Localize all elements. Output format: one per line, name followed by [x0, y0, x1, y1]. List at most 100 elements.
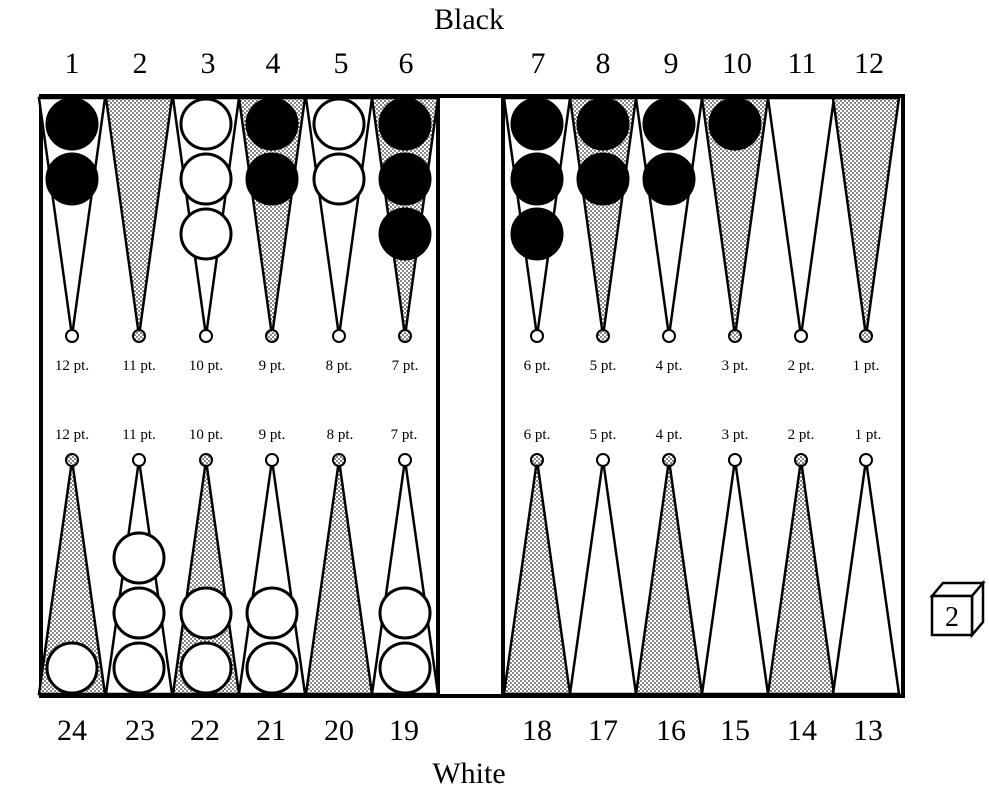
top-point-triangle[interactable]: [766, 96, 836, 337]
point-number-19: 19: [389, 714, 419, 747]
point-number-8: 8: [596, 47, 611, 80]
top-pip-label: 9 pt.: [259, 358, 286, 374]
bottom-point-tip: [728, 453, 742, 467]
top-pip-label: 8 pt.: [326, 358, 353, 374]
die-value: 2: [945, 602, 959, 633]
point-number-12: 12: [854, 47, 884, 80]
point-number-23: 23: [125, 714, 155, 747]
top-pip-label: 7 pt.: [392, 358, 419, 374]
top-point-tip: [859, 329, 873, 343]
bottom-point-tip: [662, 453, 676, 467]
point-number-3: 3: [201, 47, 216, 80]
bottom-pip-label: 2 pt.: [788, 427, 815, 443]
bottom-point-tip: [530, 453, 544, 467]
bottom-point-tip: [794, 453, 808, 467]
point-number-13: 13: [853, 714, 883, 747]
white-checker[interactable]: [378, 641, 432, 695]
white-checker[interactable]: [179, 152, 233, 206]
point-number-7: 7: [531, 47, 546, 80]
black-checker[interactable]: [45, 152, 99, 206]
point-number-4: 4: [266, 47, 281, 80]
top-pip-label: 11 pt.: [122, 358, 156, 374]
top-pip-label: 1 pt.: [853, 358, 880, 374]
black-checker[interactable]: [45, 97, 99, 151]
black-checker[interactable]: [576, 97, 630, 151]
point-number-15: 15: [720, 714, 750, 747]
black-checker[interactable]: [378, 207, 432, 261]
bottom-pip-label: 9 pt.: [259, 427, 286, 443]
top-pip-labels: 12 pt. 11 pt. 10 pt. 9 pt. 8 pt. 7 pt. 6…: [55, 358, 879, 374]
black-checker[interactable]: [708, 97, 762, 151]
top-pip-label: 12 pt.: [55, 358, 89, 374]
bottom-point-triangle[interactable]: [304, 459, 374, 696]
bottom-point-triangle[interactable]: [502, 459, 572, 696]
bottom-pip-label: 7 pt.: [391, 427, 418, 443]
bottom-point-triangle[interactable]: [700, 459, 770, 696]
bottom-player-label: White: [432, 757, 505, 790]
white-checker[interactable]: [45, 641, 99, 695]
black-checker[interactable]: [245, 97, 299, 151]
top-point-tip: [199, 329, 213, 343]
white-checker[interactable]: [312, 97, 366, 151]
white-checker[interactable]: [179, 97, 233, 151]
black-checker[interactable]: [510, 97, 564, 151]
bottom-point-triangle[interactable]: [568, 459, 638, 696]
white-checker[interactable]: [179, 207, 233, 261]
white-checker[interactable]: [179, 641, 233, 695]
white-checker[interactable]: [112, 586, 166, 640]
black-checker[interactable]: [576, 152, 630, 206]
top-point-triangle[interactable]: [104, 96, 174, 337]
bottom-pip-label: 3 pt.: [722, 427, 749, 443]
top-point-numbers: 1 2 3 4 5 6 7 8 9 10 11 12: [65, 47, 885, 80]
white-checker[interactable]: [312, 152, 366, 206]
black-checker[interactable]: [378, 152, 432, 206]
bottom-pip-label: 6 pt.: [524, 427, 551, 443]
bottom-point-triangle[interactable]: [831, 459, 901, 696]
checkers: [45, 97, 762, 695]
white-checker[interactable]: [245, 641, 299, 695]
black-checker[interactable]: [510, 207, 564, 261]
top-pip-label: 10 pt.: [189, 358, 223, 374]
white-checker[interactable]: [112, 531, 166, 585]
white-checker[interactable]: [112, 641, 166, 695]
bottom-point-tip: [859, 453, 873, 467]
white-checker[interactable]: [179, 586, 233, 640]
bottom-point-numbers: 24 23 22 21 20 19 18 17 16 15 14 13: [57, 714, 883, 747]
black-checker[interactable]: [510, 152, 564, 206]
point-number-18: 18: [522, 714, 552, 747]
point-number-20: 20: [324, 714, 354, 747]
bottom-point-tip: [132, 453, 146, 467]
black-checker[interactable]: [642, 97, 696, 151]
bottom-point-tip: [65, 453, 79, 467]
bottom-pip-label: 1 pt.: [855, 427, 882, 443]
point-number-24: 24: [57, 714, 87, 747]
point-number-1: 1: [65, 47, 80, 80]
bottom-point-triangle[interactable]: [766, 459, 836, 696]
point-number-2: 2: [133, 47, 148, 80]
top-point-tip: [265, 329, 279, 343]
bottom-point-tip: [596, 453, 610, 467]
black-checker[interactable]: [642, 152, 696, 206]
die[interactable]: 2: [929, 579, 986, 639]
bottom-pip-label: 5 pt.: [590, 427, 617, 443]
black-checker[interactable]: [378, 97, 432, 151]
bottom-point-triangle[interactable]: [634, 459, 704, 696]
bottom-pip-label: 10 pt.: [189, 427, 223, 443]
point-number-16: 16: [656, 714, 686, 747]
bottom-point-tip: [265, 453, 279, 467]
die-front-face: [930, 594, 974, 637]
top-point-tip: [398, 329, 412, 343]
point-number-22: 22: [190, 714, 220, 747]
black-checker[interactable]: [245, 152, 299, 206]
point-number-11: 11: [788, 47, 817, 80]
bar: [440, 98, 501, 694]
point-number-5: 5: [334, 47, 349, 80]
top-point-triangle[interactable]: [831, 96, 901, 337]
white-checker[interactable]: [378, 586, 432, 640]
top-player-label: Black: [434, 3, 504, 36]
top-pip-label: 4 pt.: [656, 358, 683, 374]
top-point-tip: [332, 329, 346, 343]
bottom-point-tip: [199, 453, 213, 467]
white-checker[interactable]: [245, 586, 299, 640]
